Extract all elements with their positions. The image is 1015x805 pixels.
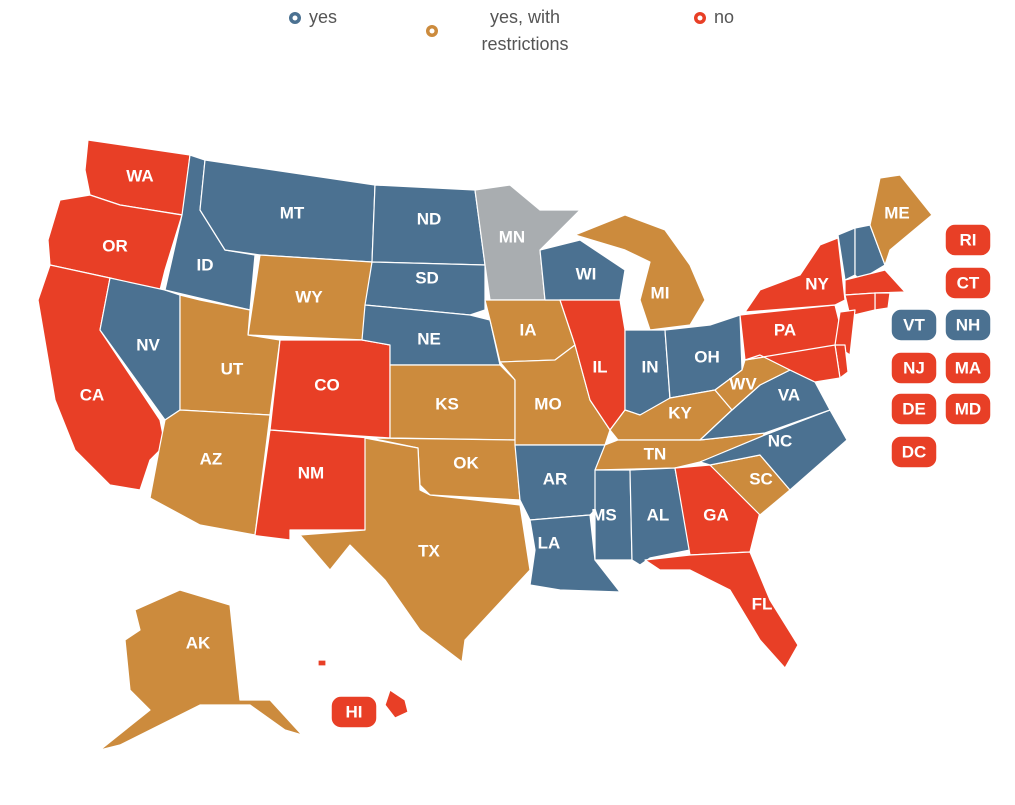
state-label: HI [346,702,363,721]
state-box [944,308,992,342]
state-label: SD [415,268,439,287]
state-label: TN [644,444,667,463]
state-label: MT [280,203,305,222]
state-shape [644,551,799,669]
state-shape [744,344,841,383]
state-label: MD [955,399,981,418]
state-shape [179,294,281,416]
state-label: WV [729,374,757,393]
state-label: NV [136,335,160,354]
state-label: DE [902,399,926,418]
legend-label: no [714,7,734,27]
state-shape [529,514,621,593]
state-label: UT [221,359,244,378]
state-shape [854,224,886,281]
state-label: MA [955,358,981,377]
state-box [890,351,938,385]
state-label: IA [520,320,537,339]
state-shape [834,309,856,356]
state-shape [384,689,409,719]
state-shape [594,469,633,561]
state-shape [299,437,531,663]
state-label: LA [538,533,561,552]
legend-dot-inner [292,15,298,21]
state-box [944,223,992,257]
state-label: MO [534,394,561,413]
state-shape [869,174,933,266]
state-label: NE [417,329,441,348]
state-label: MN [499,227,525,246]
legend-label: yes [309,7,337,27]
state-label: NJ [903,358,925,377]
state-label: AK [186,633,211,652]
state-label: IN [642,357,659,376]
state-label: CT [957,273,980,292]
state-label: DC [902,442,927,461]
state-label: ND [417,209,442,228]
state-box [890,308,938,342]
state-box [944,351,992,385]
state-label: MS [591,505,617,524]
state-label: WA [126,166,153,185]
state-label: RI [960,230,977,249]
state-label: CO [314,375,340,394]
state-label: KS [435,394,459,413]
state-label: OR [102,236,128,255]
state-shape [99,589,303,751]
state-shape [317,659,327,667]
state-label: WY [295,287,323,306]
state-box [944,392,992,426]
state-label: ID [197,255,214,274]
legend-label: yes, with restrictions [481,7,568,54]
state-label: NH [956,315,981,334]
state-label: VA [778,385,800,404]
state-shape [574,214,706,331]
legend-dot-inner [429,28,435,34]
state-shape [364,261,486,316]
state-shape [699,409,848,491]
state-box [944,266,992,300]
state-label: NY [805,274,829,293]
state-label: TX [418,541,440,560]
state-shape [674,464,761,556]
state-shape [47,194,183,291]
state-shape [874,292,891,311]
state-label: CA [80,385,105,404]
state-label: GA [703,505,729,524]
state-label: IL [592,357,607,376]
state-label: ME [884,203,910,222]
state-box [330,695,378,729]
state-label: NM [298,463,324,482]
state-label: FL [752,594,773,613]
state-label: OK [453,453,479,472]
state-box [890,435,938,469]
state-label: PA [774,320,796,339]
state-box [890,392,938,426]
state-label: AL [647,505,670,524]
state-shape [149,409,271,536]
state-label: VT [903,315,925,334]
state-label: WI [576,264,597,283]
state-label: AR [543,469,568,488]
state-shape [744,237,846,313]
state-label: MI [651,283,670,302]
state-label: SC [749,469,773,488]
state-label: AZ [200,449,223,468]
state-label: NC [768,431,793,450]
state-label: KY [668,403,692,422]
state-shape [249,429,371,541]
legend-line: yes, with [490,7,560,27]
legend-line: restrictions [481,34,568,54]
legend-dot-inner [697,15,703,21]
state-label: OH [694,347,720,366]
